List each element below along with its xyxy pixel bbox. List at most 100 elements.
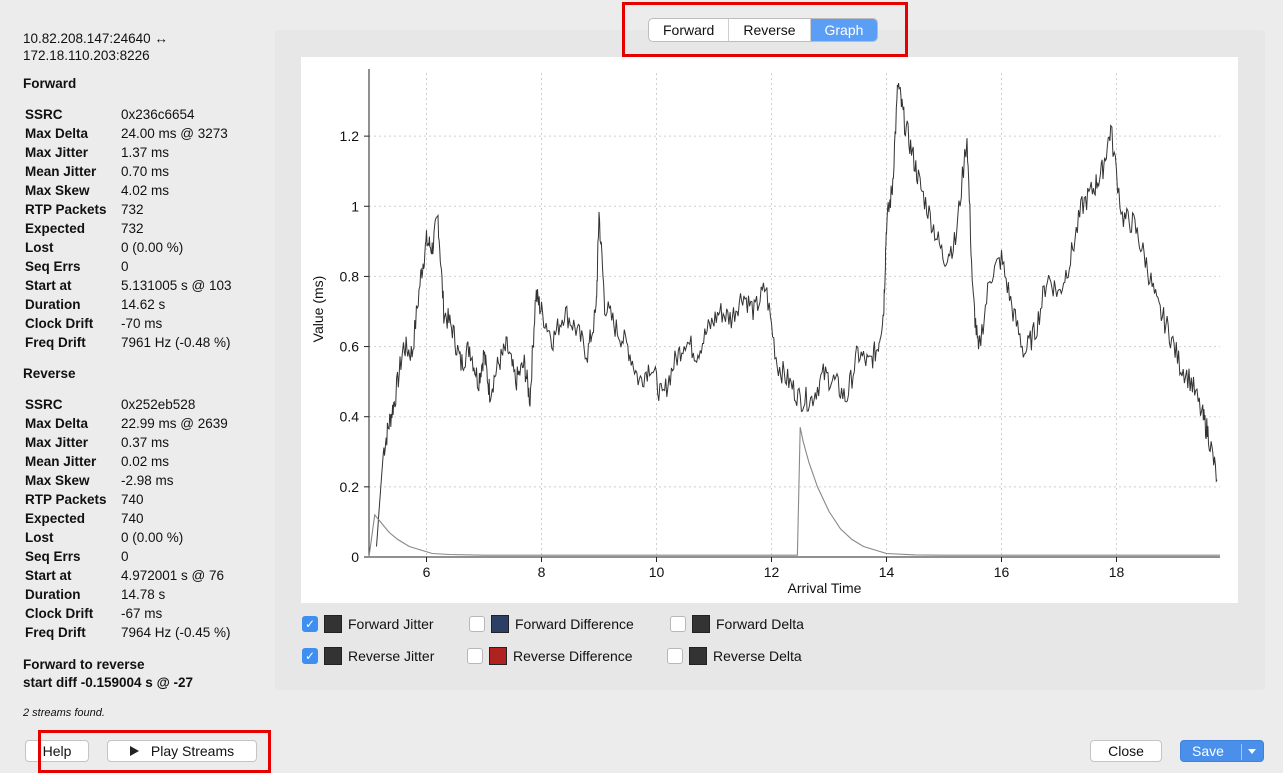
reverse-jitter-line xyxy=(368,427,1220,558)
reverse-stat-value: -67 ms xyxy=(121,606,163,621)
forward-stat-row: Clock Drift -70 ms xyxy=(25,314,273,333)
checkmark-icon: ✓ xyxy=(304,617,316,631)
reverse-jitter-swatch[interactable] xyxy=(324,647,342,665)
forward-stat-row: SSRC 0x236c6654 xyxy=(25,105,273,124)
streams-found-label: 2 streams found. xyxy=(23,707,105,719)
forward-jitter-label: Forward Jitter xyxy=(348,616,434,632)
forward-stat-value: 0.70 ms xyxy=(121,164,170,179)
help-button[interactable]: Help xyxy=(25,740,89,762)
x-tick-label: 16 xyxy=(994,564,1010,580)
forward-difference-checkbox[interactable] xyxy=(469,616,485,632)
legend-reverse-difference[interactable]: Reverse Difference xyxy=(467,645,633,667)
address-line-1: 10.82.208.147:24640 ↔ xyxy=(23,31,168,46)
legend-reverse-delta[interactable]: Reverse Delta xyxy=(667,645,802,667)
legend-reverse-jitter[interactable]: ✓ Reverse Jitter xyxy=(302,645,434,667)
reverse-stat-key: Mean Jitter xyxy=(25,454,97,469)
reverse-stat-key: Max Jitter xyxy=(25,435,89,450)
tab-reverse[interactable]: Reverse xyxy=(729,19,811,41)
y-tick-label: 0.2 xyxy=(340,479,360,495)
close-button[interactable]: Close xyxy=(1090,740,1162,762)
forward-stat-value: 732 xyxy=(121,202,144,217)
forward-stat-row: Lost 0 (0.00 %) xyxy=(25,238,273,257)
reverse-jitter-label: Reverse Jitter xyxy=(348,648,435,664)
reverse-stat-row: Duration 14.78 s xyxy=(25,585,273,604)
reverse-stat-value: 740 xyxy=(121,511,144,526)
reverse-delta-label: Reverse Delta xyxy=(713,648,802,664)
forward-stat-row: Expected 732 xyxy=(25,219,273,238)
reverse-stat-value: 0 xyxy=(121,549,129,564)
reverse-jitter-checkbox[interactable]: ✓ xyxy=(302,648,318,664)
tab-graph[interactable]: Graph xyxy=(810,19,878,41)
reverse-stat-value: 22.99 ms @ 2639 xyxy=(121,416,228,431)
forward-stat-key: Duration xyxy=(25,297,81,312)
forward-jitter-checkbox[interactable]: ✓ xyxy=(302,616,318,632)
reverse-stat-row: Max Jitter 0.37 ms xyxy=(25,433,273,452)
forward-stat-row: Max Skew 4.02 ms xyxy=(25,181,273,200)
stats-panel: 10.82.208.147:24640 ↔ 172.18.110.203:822… xyxy=(23,30,273,692)
y-tick-label: 1.2 xyxy=(340,128,360,144)
y-tick-label: 0.8 xyxy=(340,268,360,284)
forward-stat-row: Seq Errs 0 xyxy=(25,257,273,276)
tab-forward[interactable]: Forward xyxy=(649,19,730,41)
forward-stat-value: 0 (0.00 %) xyxy=(121,240,184,255)
forward-stat-value: 24.00 ms @ 3273 xyxy=(121,126,228,141)
reverse-difference-checkbox[interactable] xyxy=(467,648,483,664)
forward-stat-row: Max Delta 24.00 ms @ 3273 xyxy=(25,124,273,143)
legend-forward-difference[interactable]: Forward Difference xyxy=(469,613,634,635)
forward-stat-row: Duration 14.62 s xyxy=(25,295,273,314)
forward-stat-key: Max Delta xyxy=(25,126,89,141)
x-axis-title: Arrival Time xyxy=(788,580,862,596)
legend-forward-jitter[interactable]: ✓ Forward Jitter xyxy=(302,613,434,635)
forward-stat-key: Lost xyxy=(25,240,54,255)
forward-to-reverse: Forward to reverse start diff -0.159004 … xyxy=(23,656,273,692)
reverse-stat-row: Max Delta 22.99 ms @ 2639 xyxy=(25,414,273,433)
forward-stat-key: Clock Drift xyxy=(25,316,94,331)
forward-stat-key: Seq Errs xyxy=(25,259,81,274)
highlight-box-tabs xyxy=(622,2,908,57)
forward-stat-key: SSRC xyxy=(25,107,63,122)
forward-stat-value: 14.62 s xyxy=(121,297,166,312)
reverse-stat-value: 7964 Hz (-0.45 %) xyxy=(121,625,231,640)
forward-stat-value: 1.37 ms xyxy=(121,145,170,160)
play-streams-button[interactable]: Play Streams xyxy=(107,740,257,762)
legend-forward-delta[interactable]: Forward Delta xyxy=(670,613,804,635)
forward-difference-swatch[interactable] xyxy=(491,615,509,633)
reverse-difference-label: Reverse Difference xyxy=(513,648,633,664)
reverse-stat-row: Freq Drift 7964 Hz (-0.45 %) xyxy=(25,623,273,642)
x-tick-label: 18 xyxy=(1109,564,1125,580)
forward-title: Forward xyxy=(23,76,77,91)
reverse-stat-key: Start at xyxy=(25,568,72,583)
forward-stat-value: -70 ms xyxy=(121,316,163,331)
reverse-stat-value: 0.37 ms xyxy=(121,435,170,450)
forward-stat-row: Mean Jitter 0.70 ms xyxy=(25,162,273,181)
forward-to-reverse-line-2: start diff -0.159004 s @ -27 xyxy=(23,675,193,690)
forward-stat-value: 732 xyxy=(121,221,144,236)
forward-stat-value: 4.02 ms xyxy=(121,183,170,198)
chart-svg: 6 8 10 12 14 16 18 0 0.2 0.4 0.6 0.8 1 1.2 Arrival Tim… xyxy=(310,69,1220,596)
y-axis-title: Value (ms) xyxy=(310,276,326,343)
x-tick-label: 6 xyxy=(423,564,431,580)
reverse-difference-swatch[interactable] xyxy=(489,647,507,665)
reverse-stat-key: Expected xyxy=(25,511,86,526)
forward-jitter-swatch[interactable] xyxy=(324,615,342,633)
reverse-delta-swatch[interactable] xyxy=(689,647,707,665)
highlight-box-buttons xyxy=(38,730,271,773)
reverse-stat-row: Lost 0 (0.00 %) xyxy=(25,528,273,547)
forward-jitter-line xyxy=(376,83,1218,547)
forward-delta-swatch[interactable] xyxy=(692,615,710,633)
forward-stat-row: RTP Packets 732 xyxy=(25,200,273,219)
address-line-2: 172.18.110.203:8226 xyxy=(23,48,150,63)
forward-delta-checkbox[interactable] xyxy=(670,616,686,632)
forward-stat-row: Start at 5.131005 s @ 103 xyxy=(25,276,273,295)
forward-to-reverse-line-1: Forward to reverse xyxy=(23,657,145,672)
reverse-stat-value: 0.02 ms xyxy=(121,454,170,469)
save-button[interactable]: Save xyxy=(1180,740,1264,762)
reverse-stat-row: Start at 4.972001 s @ 76 xyxy=(25,566,273,585)
jitter-plot: 6 8 10 12 14 16 18 0 0.2 0.4 0.6 0.8 1 1.2 Arrival Tim… xyxy=(301,57,1238,603)
reverse-delta-checkbox[interactable] xyxy=(667,648,683,664)
forward-stat-row: Max Jitter 1.37 ms xyxy=(25,143,273,162)
reverse-stat-row: Seq Errs 0 xyxy=(25,547,273,566)
chevron-down-icon[interactable] xyxy=(1248,749,1256,754)
reverse-stat-row: SSRC 0x252eb528 xyxy=(25,395,273,414)
reverse-stat-row: Max Skew -2.98 ms xyxy=(25,471,273,490)
